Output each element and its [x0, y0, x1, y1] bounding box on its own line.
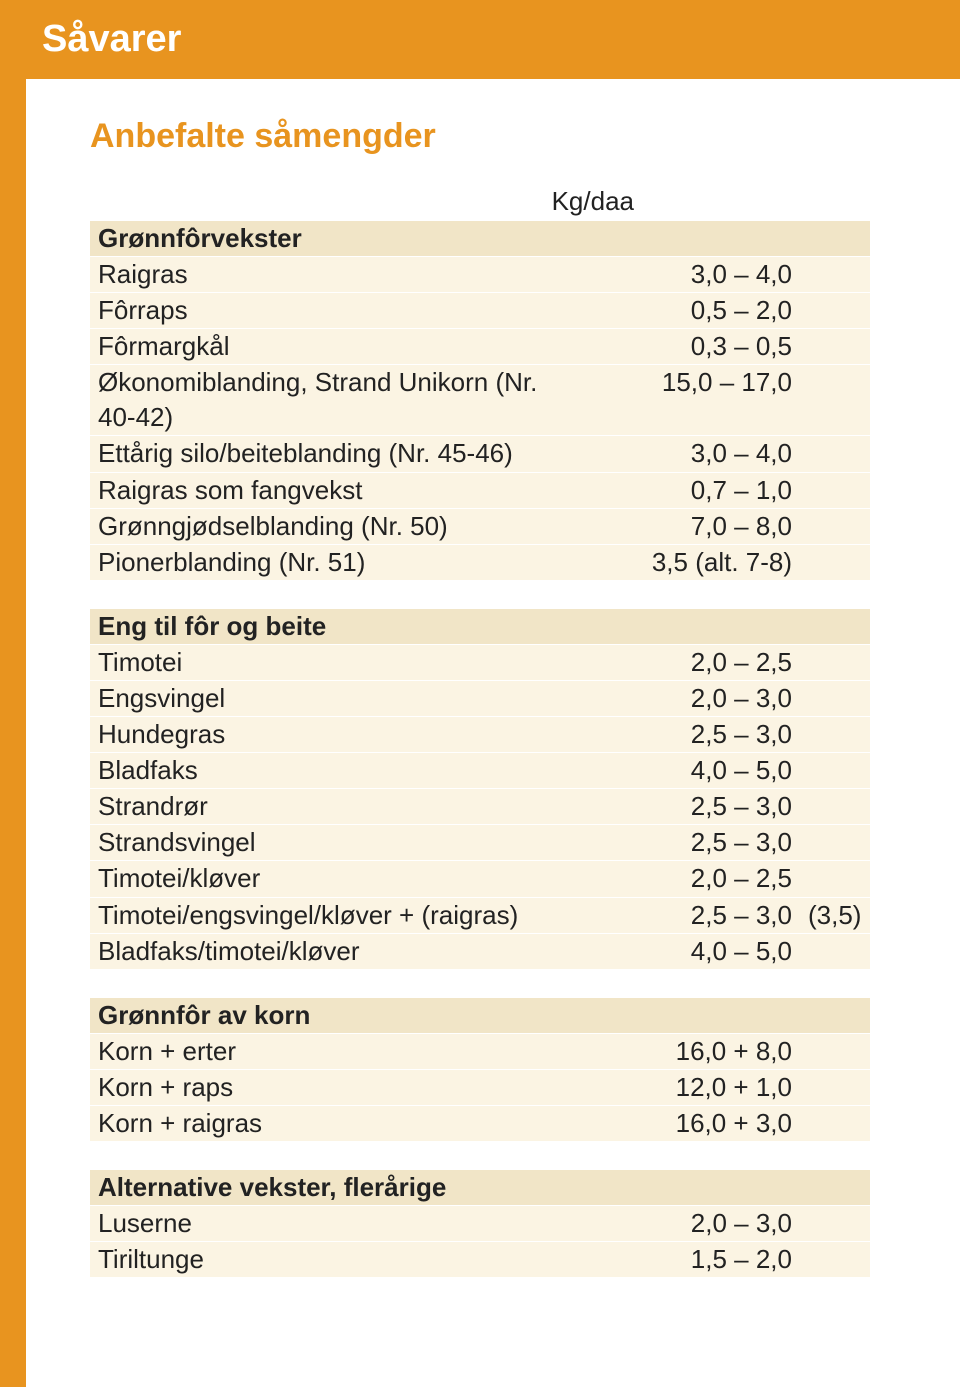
row-label: Strandrør [98, 789, 568, 824]
row-label: Timotei/kløver [98, 861, 568, 896]
row-value: 2,5 – 3,0 [568, 898, 802, 933]
table-row: Korn + erter16,0 + 8,0 [90, 1034, 870, 1069]
row-label: Raigras som fangvekst [98, 473, 568, 508]
row-label: Bladfaks/timotei/kløver [98, 934, 568, 969]
row-value: 2,0 – 2,5 [568, 645, 862, 680]
row-label: Raigras [98, 257, 568, 292]
row-value: 2,5 – 3,0 [568, 717, 862, 752]
row-label: Tiriltunge [98, 1242, 568, 1277]
section-header: Grønnfôrvekster [90, 221, 870, 256]
table-row: Økonomiblanding, Strand Unikorn (Nr. 40-… [90, 365, 870, 435]
table-row: Bladfaks4,0 – 5,0 [90, 753, 870, 788]
row-value: 4,0 – 5,0 [568, 753, 862, 788]
row-label: Luserne [98, 1206, 568, 1241]
sections-container: GrønnfôrveksterRaigras3,0 – 4,0Fôrraps0,… [90, 221, 870, 1277]
table-row: Korn + raigras16,0 + 3,0 [90, 1106, 870, 1141]
row-label: Timotei [98, 645, 568, 680]
header-bar: Såvarer [0, 0, 960, 79]
table-row: Fôrmargkål0,3 – 0,5 [90, 329, 870, 364]
row-value: 0,7 – 1,0 [568, 473, 862, 508]
section-spacer [90, 581, 870, 609]
row-value: 2,5 – 3,0 [568, 825, 862, 860]
table-row: Strandrør2,5 – 3,0 [90, 789, 870, 824]
row-label: Bladfaks [98, 753, 568, 788]
section-header: Eng til fôr og beite [90, 609, 870, 644]
row-label: Strandsvingel [98, 825, 568, 860]
row-value: 2,0 – 2,5 [568, 861, 862, 896]
table-row: Pionerblanding (Nr. 51)3,5 (alt. 7-8) [90, 545, 870, 580]
row-value: 3,0 – 4,0 [568, 257, 862, 292]
table-row: Ettårig silo/beiteblanding (Nr. 45-46)3,… [90, 436, 870, 471]
row-label: Timotei/engsvingel/kløver + (raigras) [98, 898, 568, 933]
row-label: Korn + raigras [98, 1106, 568, 1141]
row-value: 3,0 – 4,0 [568, 436, 862, 471]
row-label: Ettårig silo/beiteblanding (Nr. 45-46) [98, 436, 568, 471]
row-label: Korn + raps [98, 1070, 568, 1105]
row-value: 3,5 (alt. 7-8) [568, 545, 862, 580]
table-row: Korn + raps12,0 + 1,0 [90, 1070, 870, 1105]
row-value: 2,0 – 3,0 [568, 1206, 862, 1241]
row-value: 2,5 – 3,0 [568, 789, 862, 824]
row-label: Pionerblanding (Nr. 51) [98, 545, 568, 580]
row-label: Korn + erter [98, 1034, 568, 1069]
table-row: Strandsvingel2,5 – 3,0 [90, 825, 870, 860]
section-spacer [90, 970, 870, 998]
row-label: Grønngjødselblanding (Nr. 50) [98, 509, 568, 544]
table-row: Bladfaks/timotei/kløver4,0 – 5,0 [90, 934, 870, 969]
table-row: Grønngjødselblanding (Nr. 50)7,0 – 8,0 [90, 509, 870, 544]
table-row: Raigras3,0 – 4,0 [90, 257, 870, 292]
row-value: 15,0 – 17,0 [568, 365, 862, 435]
row-label: Hundegras [98, 717, 568, 752]
table-row: Hundegras2,5 – 3,0 [90, 717, 870, 752]
section-header: Alternative vekster, flerårige [90, 1170, 870, 1205]
table-row: Timotei2,0 – 2,5 [90, 645, 870, 680]
row-label: Engsvingel [98, 681, 568, 716]
table-row: Tiriltunge1,5 – 2,0 [90, 1242, 870, 1277]
table-row: Luserne2,0 – 3,0 [90, 1206, 870, 1241]
table-row: Timotei/engsvingel/kløver + (raigras)2,5… [90, 898, 870, 933]
row-value: 1,5 – 2,0 [568, 1242, 862, 1277]
unit-header: Kg/daa [90, 186, 870, 217]
row-value: 2,0 – 3,0 [568, 681, 862, 716]
section-spacer [90, 1142, 870, 1170]
row-value: 12,0 + 1,0 [568, 1070, 862, 1105]
row-value: 16,0 + 8,0 [568, 1034, 862, 1069]
row-value: 16,0 + 3,0 [568, 1106, 862, 1141]
row-value: 7,0 – 8,0 [568, 509, 862, 544]
row-value: 0,5 – 2,0 [568, 293, 862, 328]
subtitle: Anbefalte såmengder [90, 117, 870, 156]
table-row: Fôrraps0,5 – 2,0 [90, 293, 870, 328]
section-header: Grønnfôr av korn [90, 998, 870, 1033]
row-label: Fôrmargkål [98, 329, 568, 364]
table-row: Timotei/kløver2,0 – 2,5 [90, 861, 870, 896]
table-row: Engsvingel2,0 – 3,0 [90, 681, 870, 716]
left-stripe [0, 78, 26, 1387]
page-title: Såvarer [42, 18, 960, 61]
row-label: Økonomiblanding, Strand Unikorn (Nr. 40-… [98, 365, 568, 435]
table-row: Raigras som fangvekst0,7 – 1,0 [90, 473, 870, 508]
row-extra: (3,5) [802, 898, 862, 933]
row-value: 4,0 – 5,0 [568, 934, 862, 969]
row-label: Fôrraps [98, 293, 568, 328]
content-area: Anbefalte såmengder Kg/daa Grønnfôrvekst… [0, 79, 870, 1277]
row-value: 0,3 – 0,5 [568, 329, 862, 364]
